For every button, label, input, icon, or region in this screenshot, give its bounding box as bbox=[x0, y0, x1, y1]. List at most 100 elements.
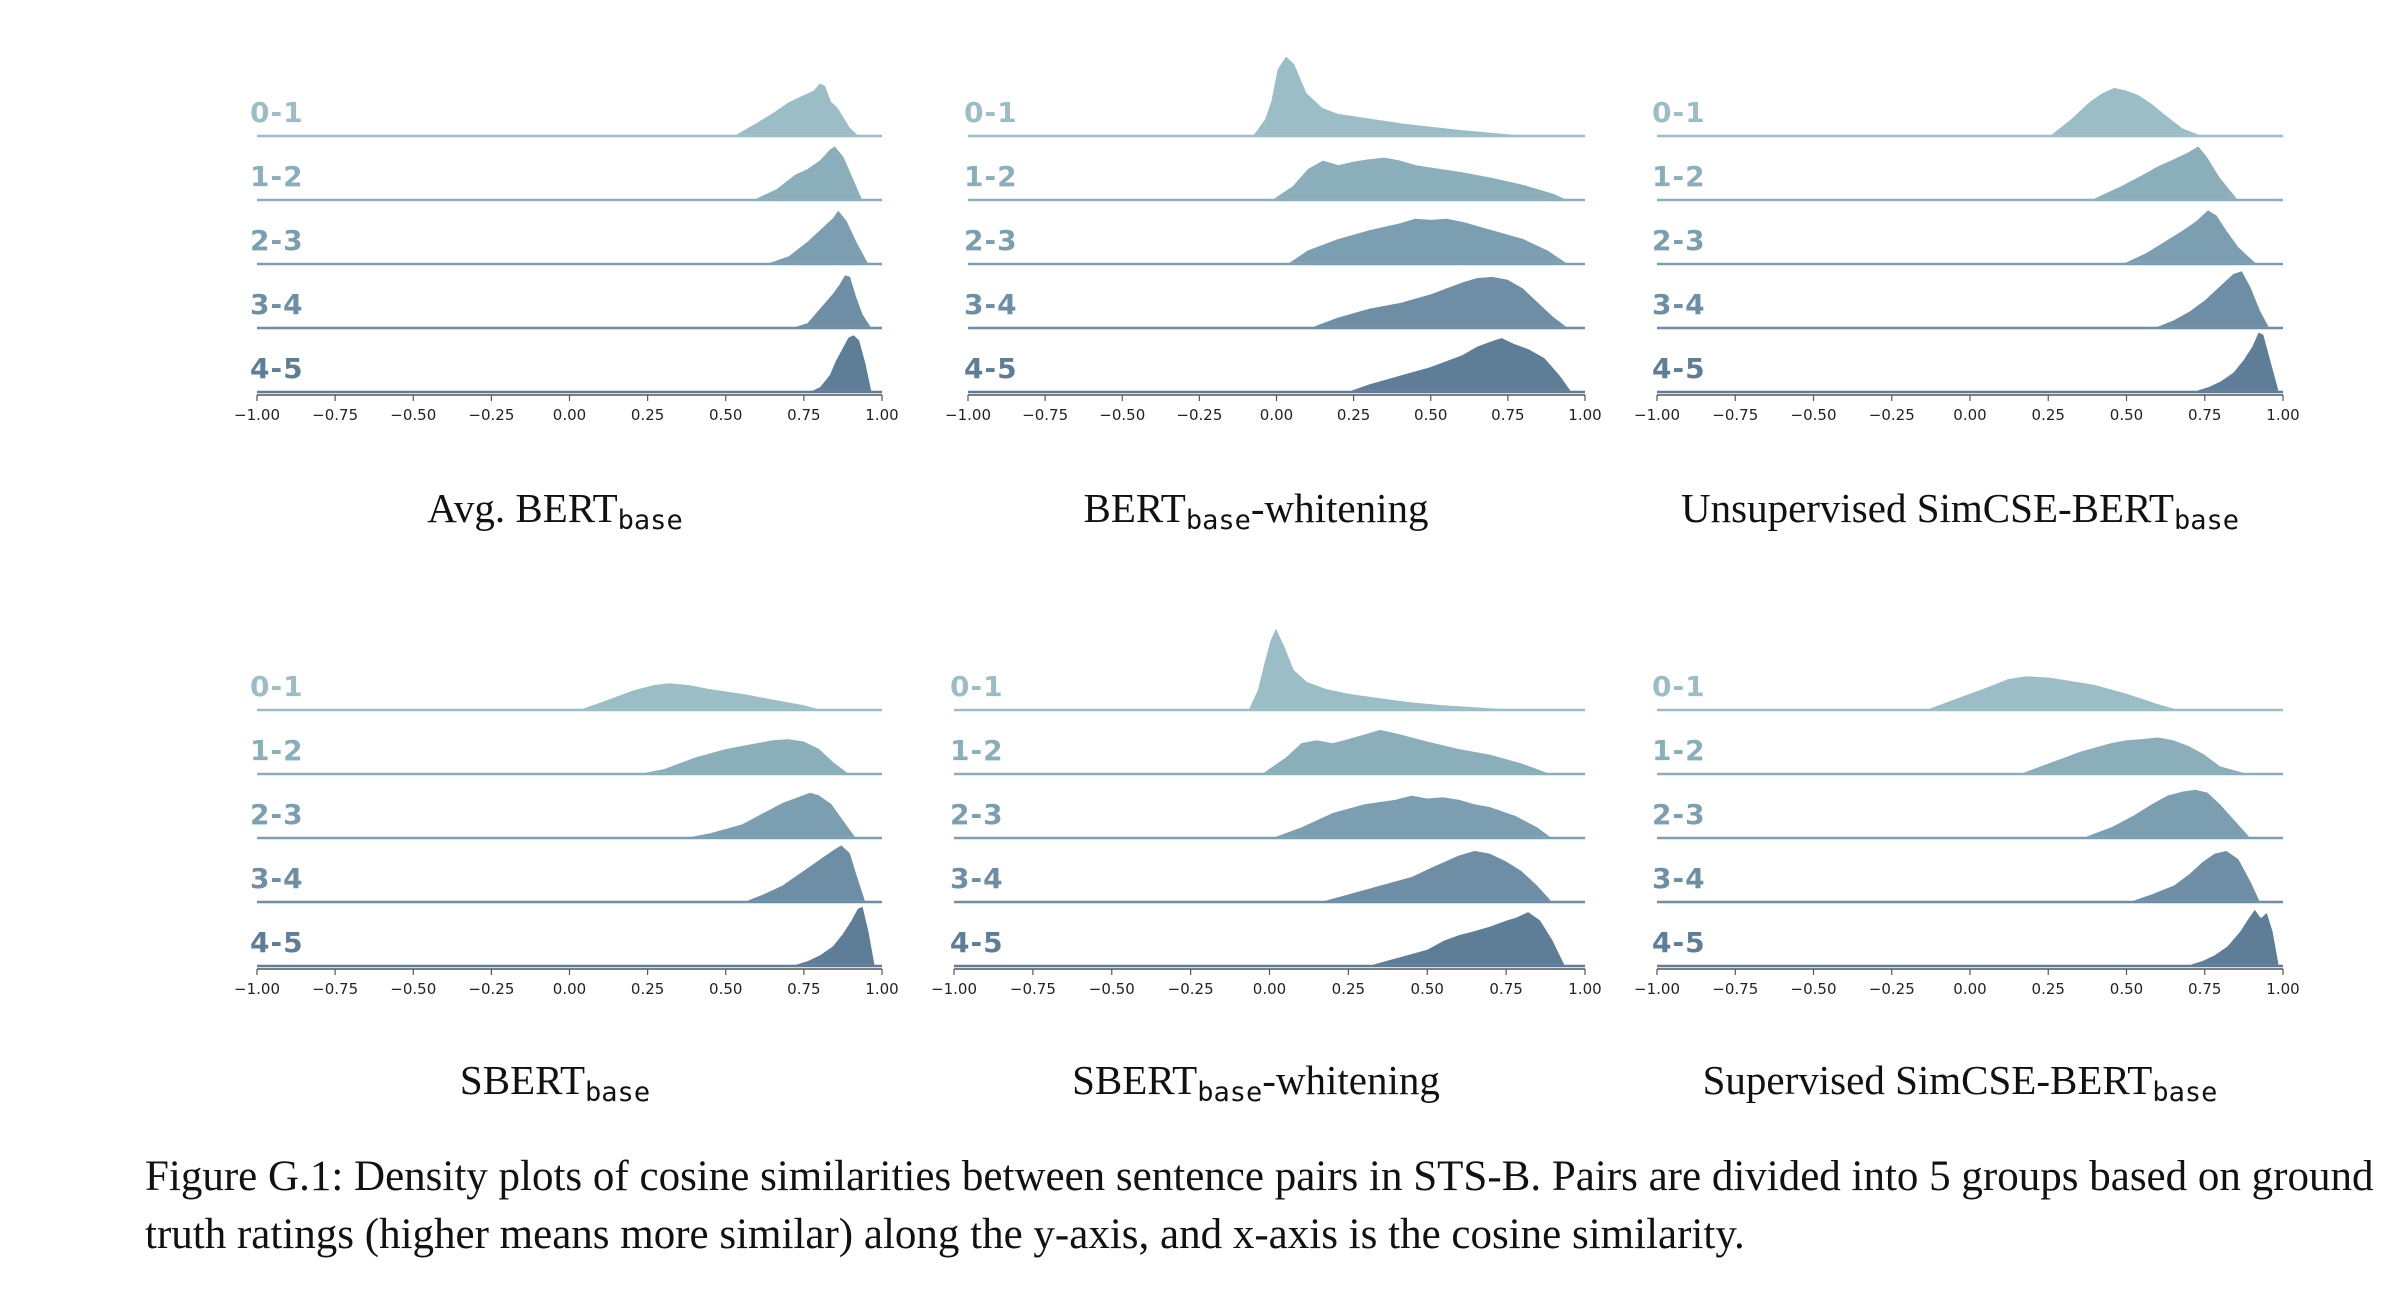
x-tick-label: −1.00 bbox=[945, 406, 991, 424]
x-tick-label: −0.75 bbox=[1712, 980, 1758, 998]
ridgeline-chart-3: 0-1 1-2 2-3 3-4 4-5 −1.00 −0.75 −0.50 −0.25 0.00 0… bbox=[234, 670, 899, 998]
x-tick-label: 0.75 bbox=[2188, 980, 2221, 998]
density-ridge-4-5 bbox=[2188, 330, 2281, 394]
density-ridge-2-3 bbox=[2078, 787, 2253, 840]
x-tick-label: 0.00 bbox=[1953, 980, 1986, 998]
subplot-title-sbert: SBERTbase bbox=[459, 1057, 651, 1108]
x-tick-label: −1.00 bbox=[1634, 406, 1680, 424]
x-tick-label: −0.25 bbox=[1869, 406, 1915, 424]
density-ridge-4-5 bbox=[2181, 906, 2281, 968]
group-label-3-4: 3-4 bbox=[1652, 862, 1706, 895]
subplot-title-sbert-whitening: SBERTbase-whitening bbox=[1072, 1057, 1440, 1108]
group-label-1-2: 1-2 bbox=[950, 734, 1004, 767]
group-label-3-4: 3-4 bbox=[964, 288, 1018, 321]
x-tick-label: −1.00 bbox=[234, 980, 280, 998]
x-tick-label: 0.00 bbox=[553, 406, 586, 424]
x-tick-label: −0.25 bbox=[468, 980, 514, 998]
density-ridge-2-3 bbox=[677, 790, 859, 840]
x-tick-label: 0.50 bbox=[1411, 980, 1444, 998]
x-tick-label: 0.25 bbox=[2032, 406, 2065, 424]
x-tick-label: 0.50 bbox=[709, 406, 742, 424]
x-tick-label: 0.75 bbox=[1491, 406, 1524, 424]
density-ridge-4-5 bbox=[1343, 335, 1574, 394]
group-label-1-2: 1-2 bbox=[1652, 734, 1706, 767]
x-tick-label: 0.00 bbox=[553, 980, 586, 998]
density-ridge-0-1 bbox=[1246, 624, 1539, 712]
density-ridge-2-3 bbox=[2119, 207, 2260, 266]
x-tick-label: −0.25 bbox=[1176, 406, 1222, 424]
density-ridge-1-2 bbox=[749, 143, 865, 202]
x-tick-label: 0.25 bbox=[1337, 406, 1370, 424]
x-tick-label: −0.50 bbox=[1791, 980, 1837, 998]
density-ridge-3-4 bbox=[1315, 848, 1555, 904]
group-label-2-3: 2-3 bbox=[250, 798, 304, 831]
density-ridge-0-1 bbox=[1250, 53, 1556, 138]
group-label-4-5: 4-5 bbox=[1652, 352, 1706, 385]
x-tick-label: 0.75 bbox=[787, 980, 820, 998]
density-ridge-3-4 bbox=[1306, 274, 1571, 330]
group-label-0-1: 0-1 bbox=[250, 96, 304, 129]
subplot-title-bert-whitening: BERTbase-whitening bbox=[1083, 485, 1429, 536]
x-tick-label: −0.50 bbox=[1089, 980, 1135, 998]
x-tick-label: 1.00 bbox=[2266, 980, 2299, 998]
group-label-1-2: 1-2 bbox=[1652, 160, 1706, 193]
x-tick-label: −1.00 bbox=[1634, 980, 1680, 998]
x-tick-label: 0.00 bbox=[1953, 406, 1986, 424]
group-label-3-4: 3-4 bbox=[250, 288, 304, 321]
x-tick-label: −0.50 bbox=[390, 980, 436, 998]
x-tick-label: 0.25 bbox=[2032, 980, 2065, 998]
density-ridge-2-3 bbox=[762, 207, 871, 266]
group-label-3-4: 3-4 bbox=[950, 862, 1004, 895]
x-tick-label: 0.75 bbox=[787, 406, 820, 424]
x-tick-label: 0.25 bbox=[631, 406, 664, 424]
density-ridge-1-2 bbox=[2015, 735, 2253, 776]
ridgeline-chart-4: 0-1 1-2 2-3 3-4 4-5 −1.00 −0.75 −0.50 −0.25 0.00 0… bbox=[931, 624, 1602, 998]
density-ridge-1-2 bbox=[630, 736, 852, 776]
density-ridge-0-1 bbox=[730, 81, 862, 138]
x-tick-label: 1.00 bbox=[1568, 406, 1601, 424]
group-label-0-1: 0-1 bbox=[250, 670, 304, 703]
x-tick-label: 0.25 bbox=[1332, 980, 1365, 998]
x-tick-label: 1.00 bbox=[1568, 980, 1601, 998]
group-label-4-5: 4-5 bbox=[950, 926, 1004, 959]
x-tick-label: 0.50 bbox=[2110, 406, 2143, 424]
group-label-0-1: 0-1 bbox=[1652, 96, 1706, 129]
density-ridge-1-2 bbox=[1258, 727, 1555, 776]
x-tick-label: −1.00 bbox=[931, 980, 977, 998]
density-ridge-3-4 bbox=[740, 842, 868, 904]
group-label-1-2: 1-2 bbox=[250, 160, 304, 193]
subplot-title-avg-bert: Avg. BERTbase bbox=[427, 485, 683, 536]
group-label-3-4: 3-4 bbox=[1652, 288, 1706, 321]
x-tick-label: 0.50 bbox=[709, 980, 742, 998]
x-tick-label: 0.50 bbox=[1414, 406, 1447, 424]
density-ridge-4-5 bbox=[787, 904, 877, 968]
ridgeline-chart-1: 0-1 1-2 2-3 3-4 4-5 −1.00 −0.75 −0.50 −0.25 0.00 0… bbox=[945, 53, 1602, 424]
x-tick-label: −0.75 bbox=[1010, 980, 1056, 998]
x-tick-label: 0.25 bbox=[631, 980, 664, 998]
group-label-2-3: 2-3 bbox=[950, 798, 1004, 831]
density-ridge-0-1 bbox=[2047, 85, 2206, 138]
group-label-4-5: 4-5 bbox=[250, 352, 304, 385]
x-tick-label: −1.00 bbox=[234, 406, 280, 424]
density-ridge-3-4 bbox=[2150, 268, 2272, 330]
group-label-1-2: 1-2 bbox=[964, 160, 1018, 193]
x-tick-label: −0.50 bbox=[1791, 406, 1837, 424]
x-tick-label: −0.75 bbox=[1022, 406, 1068, 424]
group-label-0-1: 0-1 bbox=[1652, 670, 1706, 703]
x-tick-label: −0.25 bbox=[1869, 980, 1915, 998]
x-tick-label: −0.75 bbox=[312, 406, 358, 424]
density-ridge-0-1 bbox=[1921, 674, 2184, 712]
density-ridge-4-5 bbox=[805, 332, 874, 394]
x-tick-label: −0.75 bbox=[1712, 406, 1758, 424]
group-label-2-3: 2-3 bbox=[1652, 224, 1706, 257]
ridgeline-chart-5: 0-1 1-2 2-3 3-4 4-5 −1.00 −0.75 −0.50 −0.25 0.00 0… bbox=[1634, 670, 2300, 998]
x-tick-label: 1.00 bbox=[2266, 406, 2299, 424]
density-ridge-1-2 bbox=[2087, 143, 2241, 202]
group-label-2-3: 2-3 bbox=[250, 224, 304, 257]
density-ridge-1-2 bbox=[1269, 155, 1571, 202]
x-tick-label: −0.50 bbox=[1099, 406, 1145, 424]
x-tick-label: 0.00 bbox=[1253, 980, 1286, 998]
group-label-4-5: 4-5 bbox=[250, 926, 304, 959]
x-tick-label: 0.00 bbox=[1260, 406, 1293, 424]
